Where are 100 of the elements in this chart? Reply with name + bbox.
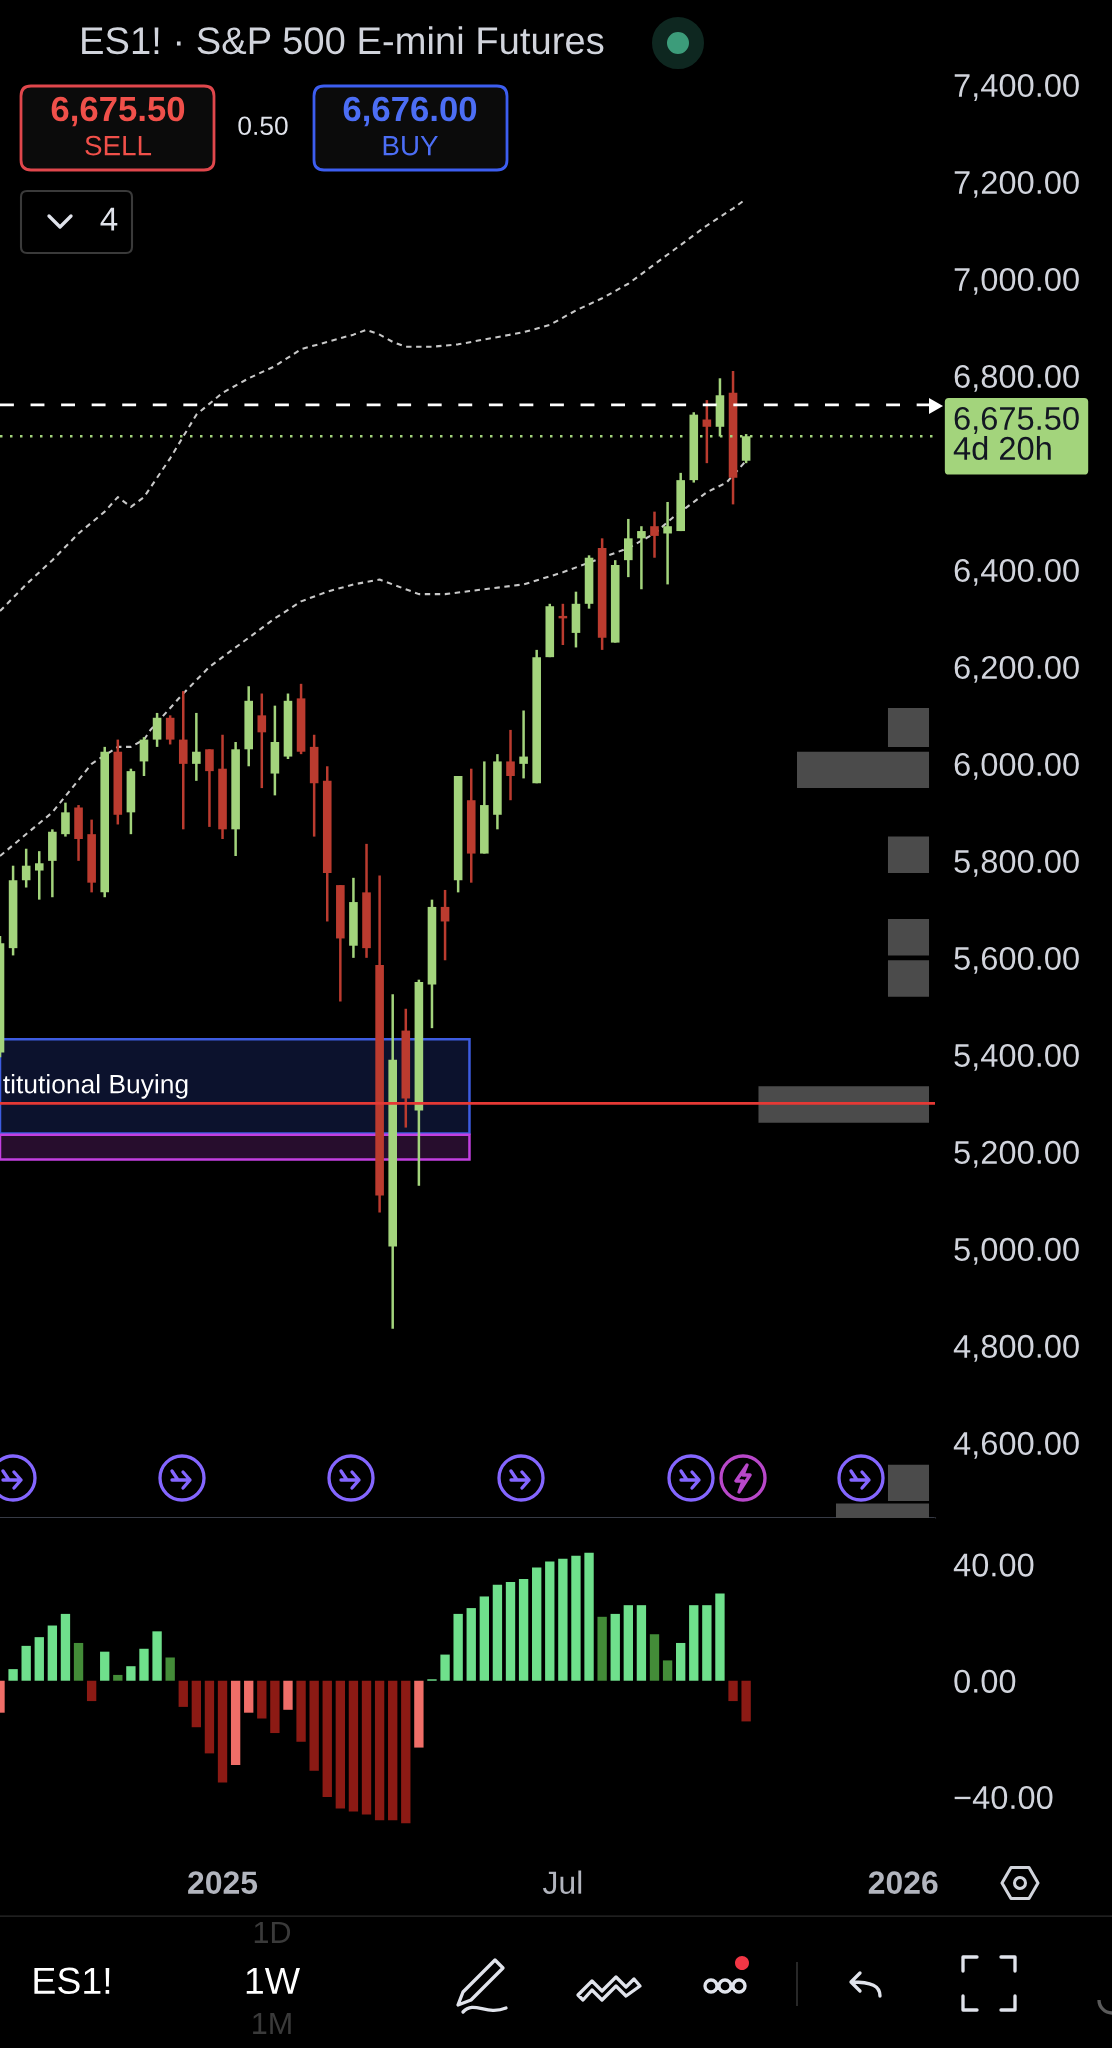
bar	[689, 1605, 699, 1681]
bar	[571, 1555, 581, 1681]
y-tick-label: 5,400.00	[954, 1043, 1079, 1071]
x-tick-label: Jul	[542, 1870, 582, 1894]
annotation: BUY	[383, 136, 438, 156]
text: 1M	[253, 2012, 291, 2034]
bar	[191, 1680, 202, 1728]
bar	[545, 1561, 555, 1681]
y-tick-label: 40.00	[953, 1553, 1034, 1577]
y-tick-label: 7,000.00	[954, 267, 1079, 295]
candlestick	[152, 711, 162, 749]
ref-line-label: 6,675.50 4d 20h	[953, 406, 1079, 460]
bar	[21, 1645, 31, 1681]
bar	[374, 1680, 385, 1821]
bar	[34, 1637, 44, 1681]
y-tick-label: 7,200.00	[954, 170, 1079, 198]
y-tick-label: 7,400.00	[954, 73, 1079, 101]
bar	[728, 1680, 738, 1702]
y-tick-label: −40.00	[954, 1786, 1053, 1810]
bar	[532, 1567, 542, 1681]
candlestick	[205, 748, 214, 829]
bar	[662, 1660, 673, 1681]
y-tick-label: 5,000.00	[954, 1237, 1079, 1265]
bar	[47, 1625, 58, 1681]
y-tick-label: 6,400.00	[954, 558, 1079, 586]
bar	[309, 1680, 319, 1771]
bar	[440, 1654, 450, 1681]
bar	[401, 1680, 411, 1824]
bar	[270, 1680, 280, 1734]
bar	[230, 1680, 241, 1766]
bar	[348, 1680, 359, 1812]
bar	[505, 1581, 516, 1681]
bar	[414, 1680, 424, 1748]
bar	[610, 1613, 620, 1681]
candlestick	[440, 888, 450, 962]
y-tick-label: 5,800.00	[954, 849, 1079, 877]
y-tick-label: 4,600.00	[953, 1431, 1079, 1459]
bar	[8, 1669, 18, 1681]
candlestick	[192, 711, 201, 783]
candlestick	[650, 510, 659, 559]
text: ES1!	[34, 1967, 110, 1995]
candlestick	[257, 692, 267, 790]
bar	[322, 1680, 332, 1797]
bar	[623, 1605, 633, 1681]
band-label: titutional Buying	[3, 1074, 188, 1099]
candlestick	[61, 801, 70, 838]
bar	[584, 1552, 594, 1681]
text: 1W	[246, 1967, 300, 1994]
y-tick-label: 4,800.00	[953, 1334, 1079, 1362]
candlestick	[506, 728, 515, 802]
bar	[60, 1613, 71, 1681]
bar	[518, 1579, 529, 1681]
candlestick	[519, 709, 528, 780]
y-tick-label: 6,800.00	[954, 364, 1079, 392]
text: ES1! · S&P 500 E-mini Futures	[82, 26, 604, 55]
bar	[165, 1657, 175, 1681]
bar	[492, 1584, 503, 1681]
y-tick-label: 6,200.00	[954, 655, 1079, 683]
bar	[466, 1608, 476, 1681]
bar	[335, 1680, 346, 1809]
candlestick	[663, 500, 672, 586]
bar	[152, 1631, 162, 1681]
annotation: 6,676.00	[343, 96, 477, 127]
bar	[702, 1605, 712, 1681]
bar	[257, 1680, 267, 1719]
bar	[453, 1613, 463, 1681]
bar	[244, 1680, 254, 1713]
bar	[649, 1634, 660, 1681]
annotation: 4	[100, 207, 118, 231]
bar	[217, 1680, 228, 1783]
x-tick-label: 2025	[188, 1871, 258, 1894]
bar	[100, 1651, 110, 1681]
annotation: 0.50	[238, 116, 288, 136]
bar	[558, 1558, 568, 1681]
bar	[597, 1616, 607, 1681]
bar	[361, 1680, 372, 1815]
bar	[636, 1605, 647, 1681]
candlestick	[624, 517, 633, 579]
x-tick-label: 2026	[868, 1871, 938, 1894]
bar	[388, 1680, 398, 1821]
bar	[73, 1642, 84, 1681]
y-tick-label: 5,600.00	[954, 946, 1079, 974]
candlestick	[165, 714, 175, 746]
bar	[676, 1642, 686, 1681]
bar	[113, 1674, 123, 1681]
text: 1D	[254, 1921, 291, 1943]
bar	[204, 1680, 215, 1754]
bar	[139, 1648, 149, 1681]
bar	[741, 1680, 751, 1722]
bar	[126, 1666, 136, 1681]
candlestick	[21, 847, 31, 889]
y-tick-label: 0.00	[954, 1669, 1016, 1693]
bar	[283, 1680, 293, 1710]
bar	[479, 1596, 489, 1681]
annotation: SELL	[85, 135, 152, 156]
candlestick	[34, 849, 44, 901]
annotation: 6,675.50	[51, 96, 185, 127]
bar	[296, 1680, 306, 1742]
y-tick-label: 6,000.00	[954, 752, 1079, 780]
bar	[178, 1680, 188, 1707]
